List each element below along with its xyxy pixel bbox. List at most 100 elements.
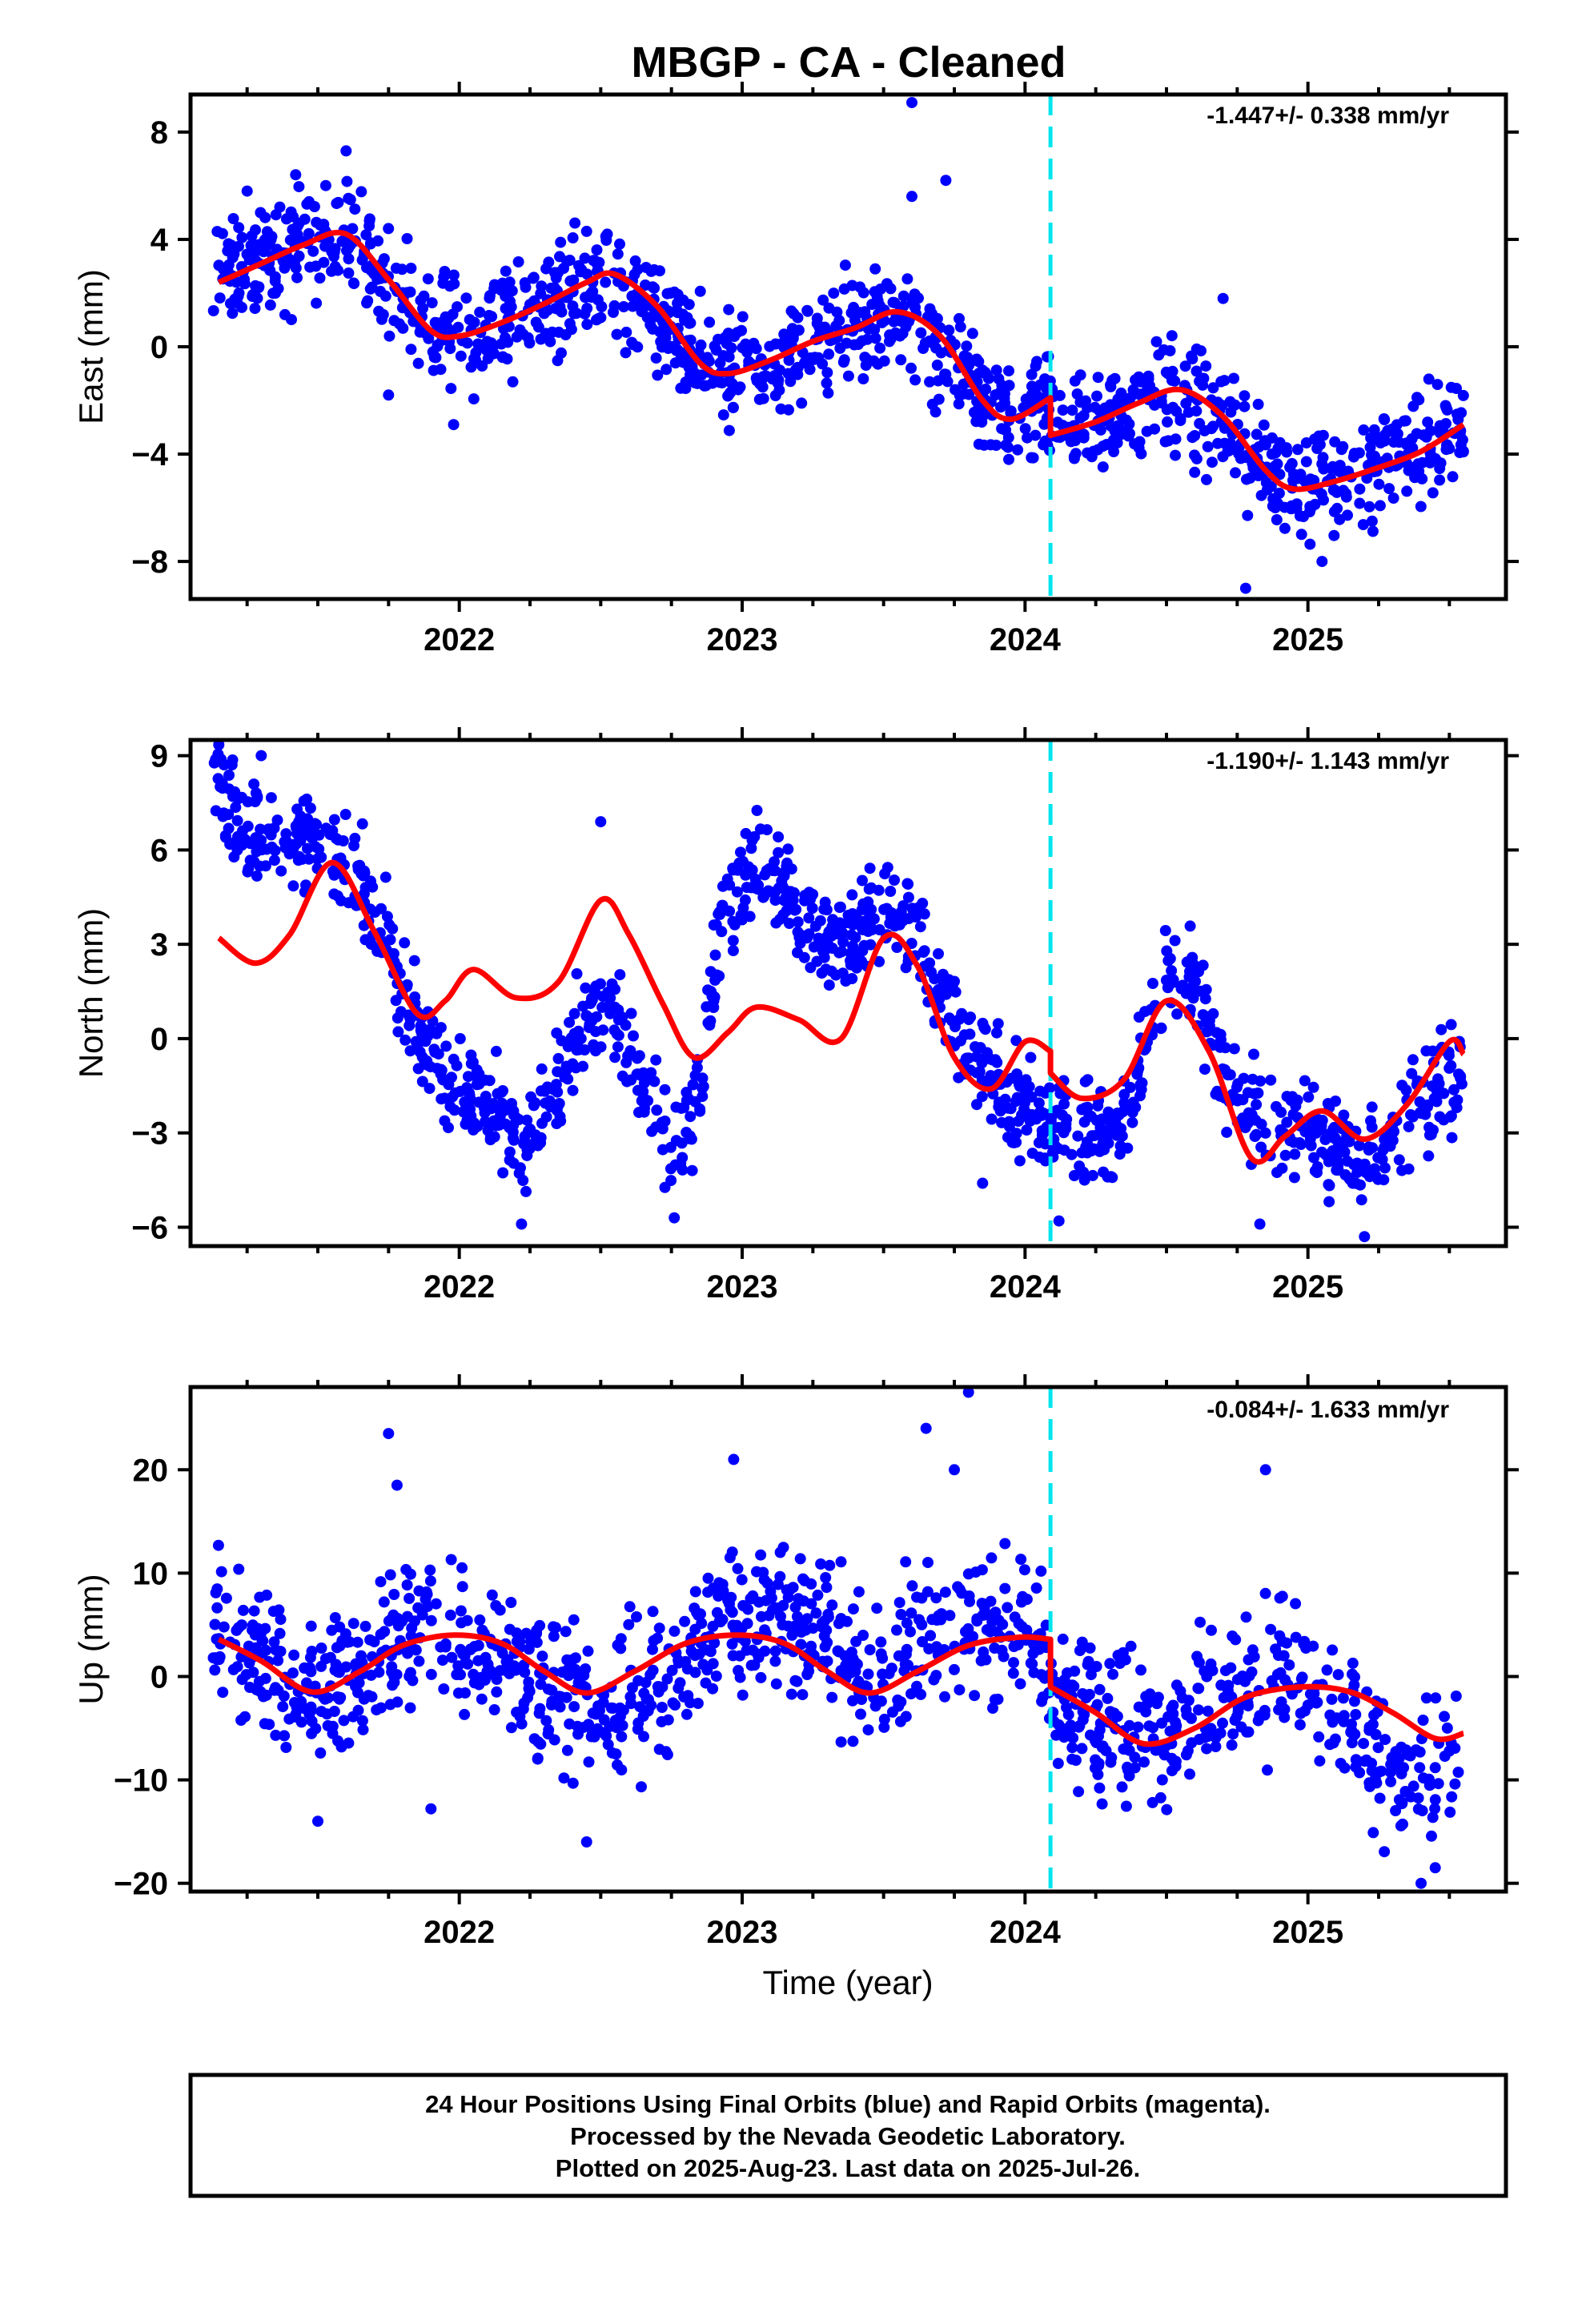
north-data-point [387,947,400,959]
up-data-point [894,1715,906,1727]
east-data-point [689,368,701,380]
east-data-point [793,324,805,336]
north-data-point [901,878,913,890]
north-data-point [1169,935,1181,947]
east-data-point [1111,437,1123,448]
north-data-point [803,912,815,924]
east-data-point [905,362,917,374]
east-data-point [1399,415,1411,427]
east-data-point [460,292,472,304]
east-data-point [1454,447,1466,459]
north-data-point [521,1114,533,1126]
north-data-point [567,1084,579,1096]
up-data-point [604,1721,616,1733]
north-data-point [1133,1011,1145,1023]
up-data-point [1186,1712,1197,1724]
east-data-point [360,229,372,241]
up-data-point [925,1630,937,1642]
east-data-point [990,440,1002,451]
north-x-tick-label: 2023 [707,1269,778,1305]
east-model-curve [217,229,1465,493]
up-data-point [1397,1818,1408,1830]
up-data-point [1052,1758,1064,1769]
up-data-point [636,1781,647,1793]
up-data-point [1085,1669,1097,1681]
east-data-point [737,311,749,323]
up-data-point [488,1704,500,1715]
north-data-point [280,835,292,847]
north-data-point [685,1111,697,1123]
east-data-point [250,246,262,257]
east-data-point [1002,441,1014,453]
east-data-point [1363,501,1375,513]
up-outlier-point [580,1836,592,1848]
north-data-point [223,809,235,821]
up-data-point [568,1701,580,1713]
east-data-point [355,186,367,198]
east-data-point [455,350,467,362]
east-data-point [1439,400,1452,412]
north-data-point [783,918,795,929]
east-data-point [1108,446,1120,457]
up-data-point [1018,1564,1030,1576]
north-data-point [735,846,746,858]
up-data-point [400,1563,412,1575]
up-data-point [511,1627,523,1639]
up-data-point [1230,1634,1242,1646]
north-data-point [873,884,885,896]
up-x-tick-label: 2025 [1272,1915,1343,1950]
north-data-point [490,1045,502,1057]
up-data-point [502,1654,514,1666]
east-data-point [822,387,834,399]
up-data-point [355,1650,367,1662]
up-data-point [1259,1587,1271,1599]
north-data-point [242,796,254,808]
east-data-point [535,287,547,300]
up-data-point [270,1682,281,1694]
east-data-point [689,377,701,389]
up-data-point [561,1654,573,1666]
up-data-point [474,1614,486,1626]
up-data-point [445,1554,457,1566]
east-data-point [1354,483,1366,495]
up-data-point [1170,1679,1182,1691]
north-data-point [1396,1164,1407,1176]
up-data-point [1350,1754,1362,1766]
up-data-point [1002,1602,1014,1614]
up-data-point [455,1669,466,1681]
up-data-point [695,1608,706,1620]
up-data-point [689,1667,701,1679]
up-data-point [1321,1664,1333,1676]
up-data-point [820,1572,832,1583]
up-data-point [209,1664,221,1676]
up-data-point [725,1591,737,1603]
up-data-point [1084,1729,1096,1741]
north-data-point [255,834,267,846]
east-data-point [227,213,239,224]
north-data-point [677,1152,689,1164]
east-data-point [581,319,593,331]
north-data-point [1224,1069,1236,1081]
up-data-point [1274,1592,1286,1604]
east-data-point [915,327,927,339]
east-data-point [608,307,619,318]
east-data-point [926,398,938,410]
east-data-point [383,330,396,342]
east-data-point [390,262,402,274]
east-data-point [982,372,994,384]
north-data-point [327,825,339,837]
north-data-point [479,1074,491,1086]
north-data-point [1014,1155,1026,1167]
up-data-point [274,1627,286,1639]
east-data-point [418,290,430,302]
up-model-curve [217,1632,1464,1747]
north-data-point [1090,1115,1102,1127]
north-data-point [328,888,340,900]
east-data-point [1357,519,1369,531]
north-data-point [303,830,315,842]
east-data-point [299,213,311,225]
east-data-point [1170,449,1181,461]
footer-line-2: Processed by the Nevada Geodetic Laborat… [570,2122,1126,2150]
north-data-point [291,803,303,815]
north-data-point [1053,1122,1065,1133]
